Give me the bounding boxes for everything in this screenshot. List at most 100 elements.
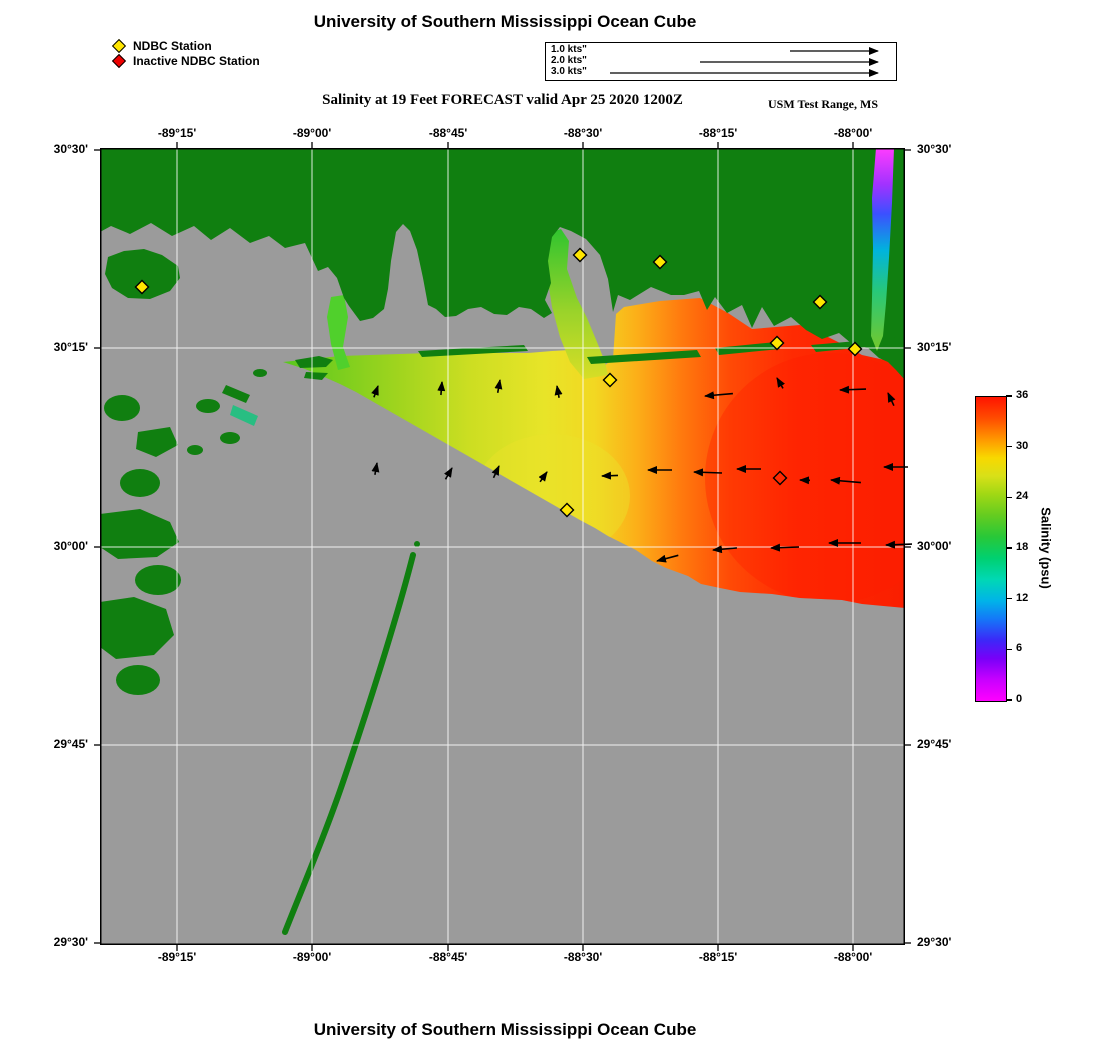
- current-vector-arrow: [693, 468, 723, 477]
- island-arc: [282, 552, 416, 935]
- current-vector-arrow: [538, 471, 548, 483]
- bottom-axis: -89°15' -89°00' -88°45' -88°30' -88°15' -88°0…: [100, 950, 905, 966]
- axis-tick-label: -88°15': [698, 950, 738, 964]
- salinity-red-patch: [705, 353, 905, 603]
- axis-tick-label: -88°45': [428, 950, 468, 964]
- axis-tick-label: -88°30': [563, 126, 603, 140]
- axis-tick-label: -89°00': [292, 126, 332, 140]
- colorbar: [975, 396, 1007, 702]
- ndbc-station-diamond: [847, 341, 863, 357]
- current-vector-arrow: [437, 381, 446, 396]
- current-vector-arrow: [371, 385, 379, 398]
- current-vector-arrow: [444, 467, 453, 480]
- colorbar-tick: [1006, 597, 1012, 600]
- ndbc-station-diamond: [602, 372, 618, 388]
- legend-item-label: Inactive NDBC Station: [133, 54, 260, 68]
- current-vector-arrow: [494, 379, 503, 393]
- peninsula: [105, 249, 180, 299]
- current-vector-arrow: [776, 377, 785, 389]
- legend-item: NDBC Station: [111, 38, 260, 54]
- current-vectors: [371, 377, 913, 563]
- current-vector-arrow: [704, 391, 733, 400]
- colorbar-tick-label: 18: [1016, 541, 1029, 553]
- ndbc-station-diamond: [769, 335, 785, 351]
- map-area: [94, 142, 913, 951]
- colorbar-tick-label: 6: [1016, 642, 1023, 655]
- ndbc-station-diamond: [134, 279, 150, 295]
- river-plume: [327, 295, 350, 370]
- ndbc-stations: [134, 247, 863, 518]
- axis-tick-label: 30°15': [53, 340, 88, 354]
- teal-water-streak: [230, 405, 258, 426]
- estuary-plume: [546, 229, 608, 379]
- colorbar-tick-label: 36: [1016, 389, 1029, 401]
- top-axis: -89°15' -89°00' -88°45' -88°30' -88°15' -88°0…: [100, 126, 905, 142]
- open-station-diamond: [772, 470, 788, 486]
- page-title: University of Southern Mississippi Ocean…: [313, 12, 697, 31]
- current-vector-arrow: [830, 476, 861, 485]
- map-svg: [94, 142, 913, 951]
- axis-tick-label: 30°30': [53, 142, 88, 156]
- vector-scale-svg: [610, 47, 879, 77]
- axis-tick-label: 30°00': [53, 539, 88, 553]
- colorbar-ticks: 0 6 12 18 24 30 36: [1006, 389, 1051, 705]
- right-axis: 30°30' 30°15' 30°00' 29°45' 29°30': [909, 142, 999, 949]
- current-vector-arrow: [770, 543, 800, 552]
- colorbar-tick: [1006, 648, 1012, 651]
- ndbc-station-diamond: [812, 294, 828, 310]
- axis-tick-label: 30°15': [917, 340, 952, 354]
- island-arc-fragment: [414, 541, 420, 547]
- vector-scale-box: 1.0 kts" 2.0 kts" 3.0 kts": [545, 42, 897, 81]
- current-vector-arrow: [885, 540, 913, 549]
- axis-tick-label: 29°45': [53, 737, 88, 751]
- colorbar-tick-label: 24: [1016, 490, 1029, 503]
- colorbar-tick: [1006, 547, 1012, 549]
- graticule: [100, 148, 905, 945]
- colorbar-tick-label: 30: [1016, 439, 1029, 452]
- axis-tick-label: 30°30': [917, 142, 952, 156]
- colorbar-tick-label: 0: [1016, 693, 1023, 705]
- colorbar-title: Salinity (psu): [1038, 507, 1054, 589]
- ndbc-legend: NDBC Station Inactive NDBC Station: [111, 38, 260, 69]
- axis-tick-label: -88°00': [833, 126, 873, 140]
- ndbc-station-diamond: [559, 502, 575, 518]
- colorbar-tick-label: 12: [1016, 591, 1029, 604]
- axis-tick-label: -88°30': [563, 950, 603, 964]
- legend-item: Inactive NDBC Station: [111, 53, 260, 69]
- colorbar-tick: [1006, 699, 1012, 701]
- current-vector-arrow: [656, 554, 679, 563]
- bay-outflow-strip: [871, 148, 894, 351]
- axis-tick-label: 29°30': [917, 935, 952, 949]
- axis-tick-label: -89°00': [292, 950, 332, 964]
- plot-subtitle: Salinity at 19 Feet FORECAST valid Apr 2…: [322, 92, 683, 108]
- current-vector-arrow: [712, 545, 737, 554]
- frame-ticks: [94, 142, 911, 951]
- colorbar-tick: [1006, 496, 1012, 499]
- axis-tick-label: 29°30': [53, 935, 88, 949]
- axis-tick-label: -88°15': [698, 126, 738, 140]
- map-frame: [100, 148, 905, 945]
- mainland: [100, 148, 905, 380]
- axis-tick-label: 29°45': [917, 737, 952, 751]
- axis-tick-label: 30°00': [917, 539, 952, 553]
- ndbc-station-diamond: [652, 254, 668, 270]
- legend-item-label: NDBC Station: [133, 39, 212, 53]
- station-diamond-icon: [111, 38, 127, 54]
- station-diamond-icon: [111, 53, 127, 69]
- current-vector-arrow: [839, 385, 867, 394]
- current-vector-arrow: [491, 465, 500, 479]
- current-vector-arrow: [601, 471, 619, 480]
- current-vector-arrow: [371, 462, 380, 475]
- left-axis: 30°30' 30°15' 30°00' 29°45' 29°30': [2, 142, 96, 949]
- axis-tick-label: -89°15': [157, 950, 197, 964]
- vector-scale-label: 2.0 kts": [551, 55, 587, 66]
- ndbc-station-diamond: [572, 247, 588, 263]
- colorbar-tick: [1006, 445, 1012, 448]
- axis-tick-label: -88°45': [428, 126, 468, 140]
- vector-scale-label: 3.0 kts": [551, 66, 587, 77]
- colorbar-tick: [1006, 395, 1012, 397]
- axis-tick-label: -89°15': [157, 126, 197, 140]
- axis-tick-label: -88°00': [833, 950, 873, 964]
- test-range-label: USM Test Range, MS: [768, 97, 879, 111]
